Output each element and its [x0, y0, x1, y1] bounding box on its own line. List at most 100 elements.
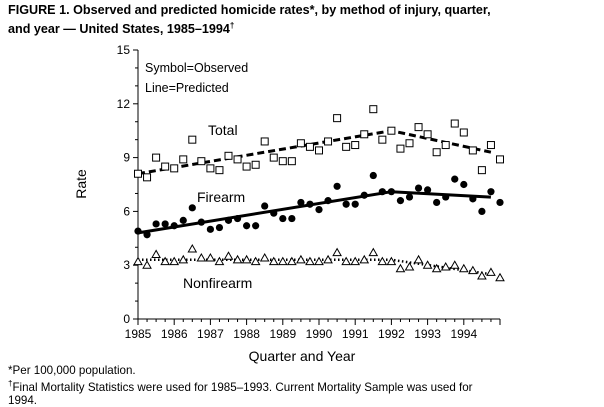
point-total — [459, 128, 468, 137]
point-nonfirearm — [142, 260, 152, 269]
figure-title-line2-text: and year — United States, 1985–1994 — [8, 22, 230, 37]
point-total — [396, 144, 405, 153]
point-firearm — [469, 195, 477, 203]
x-tick-label: 1988 — [233, 327, 260, 341]
point-nonfirearm — [486, 267, 496, 276]
point-firearm — [233, 214, 242, 223]
point-total — [179, 155, 188, 164]
point-total — [324, 137, 333, 146]
figure-title-line2: and year — United States, 1985–1994† — [8, 18, 598, 37]
chart-axes: 0 3 6 9 12 15 1985 1986 1987 1988 1989 1990 1991 1992… — [117, 43, 501, 341]
point-nonfirearm — [467, 265, 478, 275]
point-nonfirearm — [341, 256, 352, 266]
point-firearm — [451, 175, 459, 183]
point-total — [269, 153, 278, 162]
series-label-total: Total — [208, 122, 238, 138]
point-nonfirearm — [314, 256, 324, 266]
point-nonfirearm — [169, 256, 180, 266]
point-total — [206, 164, 215, 173]
point-total — [369, 105, 378, 114]
point-firearm — [424, 186, 432, 194]
point-firearm — [405, 193, 414, 201]
point-firearm — [243, 222, 251, 230]
x-tick-label: 1992 — [378, 327, 405, 341]
footnote-mortality-line2: 1994. — [8, 393, 38, 407]
x-tick-label: 1994 — [450, 327, 477, 341]
point-total — [197, 157, 206, 166]
y-axis-label: Rate — [73, 169, 89, 199]
point-firearm — [252, 222, 260, 230]
point-total — [450, 119, 459, 128]
point-nonfirearm — [286, 256, 297, 266]
point-nonfirearm — [151, 249, 161, 258]
point-nonfirearm — [323, 254, 333, 264]
point-nonfirearm — [440, 261, 451, 271]
point-nonfirearm — [350, 256, 361, 266]
point-firearm — [261, 202, 269, 210]
point-firearm — [143, 231, 151, 239]
y-tick-label: 15 — [117, 43, 131, 57]
figure-title: FIGURE 1. Observed and predicted homicid… — [8, 2, 598, 37]
point-nonfirearm — [368, 247, 379, 257]
y-tick-label: 6 — [123, 204, 130, 218]
point-firearm — [206, 225, 214, 233]
x-axis-label: Quarter and Year — [249, 348, 356, 364]
point-total — [342, 142, 351, 151]
series-label-nonfirearm: Nonfirearm — [183, 275, 252, 291]
point-total — [188, 135, 197, 144]
predicted-line-firearm — [137, 190, 491, 235]
point-nonfirearm — [232, 254, 243, 264]
point-nonfirearm — [495, 272, 505, 282]
point-firearm — [297, 198, 305, 207]
point-firearm — [197, 218, 205, 226]
point-nonfirearm — [296, 254, 306, 264]
point-nonfirearm — [359, 254, 370, 264]
y-tick-label: 9 — [123, 151, 130, 165]
footnote-dagger: † — [8, 379, 13, 388]
point-total — [260, 137, 269, 146]
point-total — [296, 139, 305, 148]
point-firearm — [224, 216, 233, 224]
point-firearm — [315, 206, 323, 214]
point-total — [423, 130, 432, 139]
point-nonfirearm — [277, 256, 288, 266]
point-firearm — [433, 198, 441, 207]
point-total — [432, 148, 441, 157]
point-total — [233, 155, 242, 164]
legend-line-text: Line=Predicted — [145, 81, 229, 95]
point-nonfirearm — [268, 256, 279, 266]
footnote-mortality-line1: Final Mortality Statistics were used for… — [12, 380, 473, 394]
point-total — [333, 114, 342, 123]
point-nonfirearm — [413, 254, 424, 264]
y-tick-label: 12 — [117, 97, 131, 111]
point-total — [486, 141, 495, 150]
point-total — [287, 157, 296, 166]
point-firearm — [351, 200, 359, 208]
series-label-firearm: Firearm — [197, 189, 245, 205]
point-firearm — [279, 214, 287, 223]
point-nonfirearm — [458, 263, 469, 273]
footnote-mortality-source: †Final Mortality Statistics were used fo… — [8, 377, 593, 407]
point-firearm — [333, 182, 341, 190]
point-firearm — [152, 220, 160, 228]
point-firearm — [179, 216, 187, 224]
x-tick-label: 1986 — [161, 327, 188, 341]
point-nonfirearm — [431, 263, 442, 273]
figure-title-dagger: † — [229, 21, 235, 30]
point-total — [360, 130, 369, 139]
point-nonfirearm — [422, 260, 433, 269]
point-total — [224, 151, 233, 160]
x-tick-label: 1989 — [269, 327, 296, 341]
point-firearm — [270, 209, 278, 217]
point-nonfirearm — [259, 253, 270, 262]
point-total — [170, 164, 179, 173]
x-tick-label: 1985 — [125, 327, 152, 341]
x-tick-label: 1991 — [342, 327, 369, 341]
figure-title-line1: FIGURE 1. Observed and predicted homicid… — [8, 3, 491, 17]
point-nonfirearm — [449, 260, 460, 269]
point-firearm — [369, 171, 377, 180]
point-total — [414, 123, 423, 132]
point-firearm — [496, 198, 504, 207]
point-nonfirearm — [305, 256, 315, 266]
